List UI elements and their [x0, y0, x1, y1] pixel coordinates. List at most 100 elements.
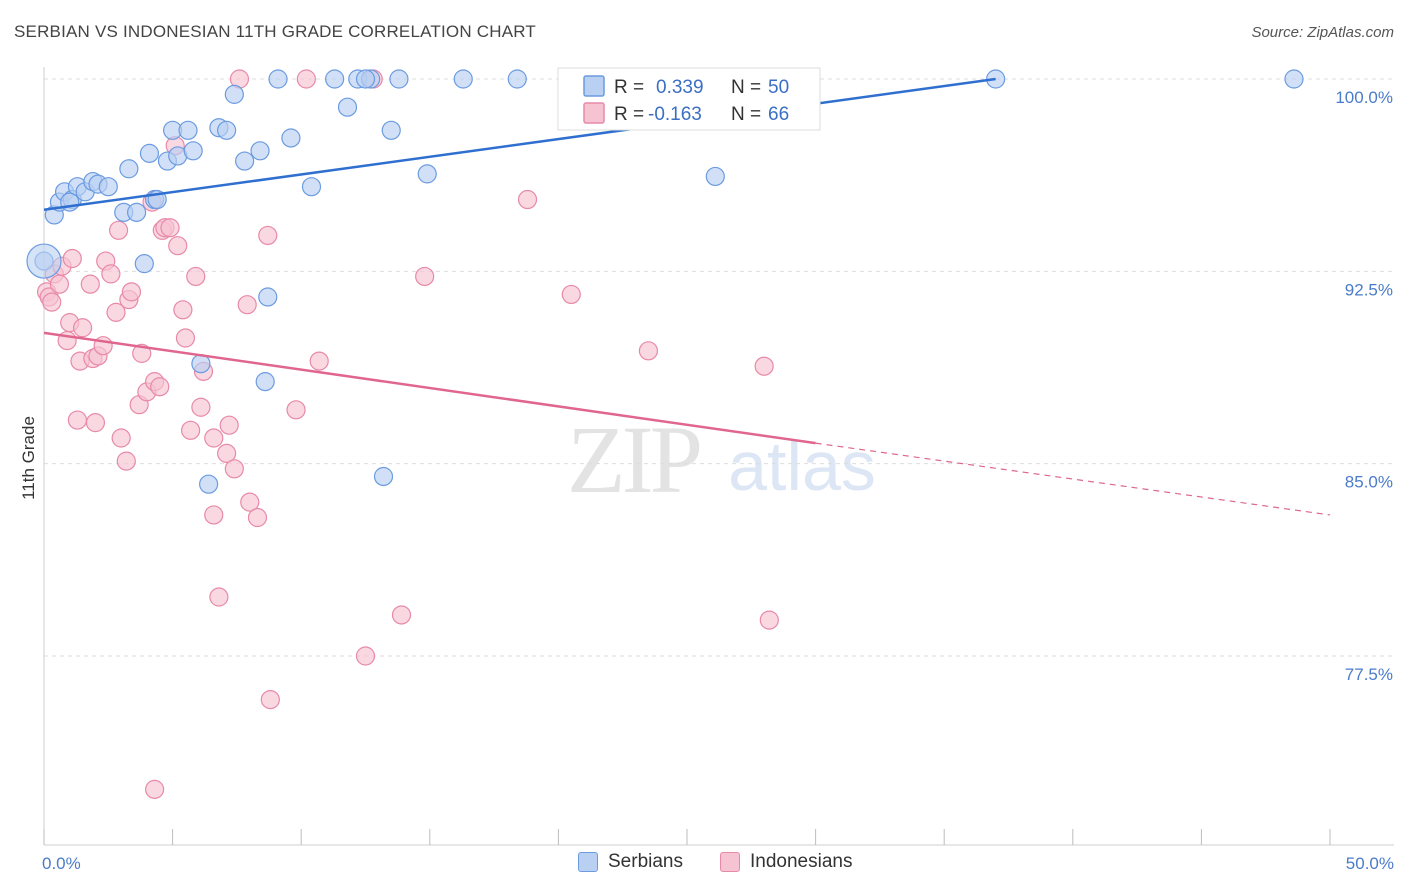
indonesian-point [204, 505, 224, 525]
indonesian-point [204, 428, 224, 448]
serbian-point [281, 128, 301, 148]
serbian-point [355, 69, 376, 89]
serbian-point [183, 141, 203, 161]
serbian-point [507, 69, 527, 89]
serbian-point [126, 202, 147, 222]
serbian-point [255, 372, 275, 392]
indonesian-point [309, 351, 329, 371]
serbian-point [139, 143, 160, 163]
serbians-legend-label: Serbians [608, 851, 683, 872]
serbian-point [98, 177, 118, 197]
serbian-point [381, 120, 401, 140]
indonesians-swatch [720, 852, 740, 872]
legend-n-value-indonesians: 66 [768, 104, 789, 125]
indonesian-point [168, 236, 188, 256]
indonesian-point [217, 443, 237, 464]
indonesian-point [144, 779, 165, 799]
serbian-point [134, 254, 154, 274]
indonesian-point [175, 328, 196, 348]
bottom-legend: Serbians Indonesians [0, 851, 1406, 879]
indonesian-point [561, 284, 581, 305]
serbian-trend-line [43, 77, 996, 212]
indonesian-point [260, 689, 280, 710]
serbian-point [325, 69, 345, 89]
indonesian-point [101, 264, 121, 284]
serbian-cluster-point [26, 243, 62, 279]
indonesian-point [258, 225, 278, 246]
serbian-point [1284, 69, 1304, 89]
y-tick-label: 77.5% [1345, 665, 1393, 684]
indonesian-point [106, 302, 126, 322]
watermark-zip: ZIP [567, 406, 700, 513]
axis-layer: 100.0% 92.5% 85.0% 77.5% 0.0% 50.0% [42, 67, 1394, 873]
indonesian-point [391, 605, 412, 625]
legend-n-label-serbians: N = [731, 77, 761, 98]
y-tick-label: 92.5% [1345, 280, 1393, 299]
indonesian-point [108, 220, 129, 240]
serbian-point [119, 159, 139, 179]
serbian-point [373, 466, 394, 487]
legend-n-value-serbians: 50 [768, 77, 789, 98]
indonesian-point [111, 428, 131, 448]
serbian-point [217, 120, 237, 140]
legend-swatch-indonesians [583, 102, 605, 124]
indonesian-point [62, 248, 82, 269]
legend-r-label-serbians: R = [614, 77, 644, 98]
indonesian-point [42, 292, 62, 312]
chart-title: SERBIAN VS INDONESIAN 11TH GRADE CORRELA… [14, 22, 536, 41]
serbian-point [389, 69, 409, 89]
indonesian-point [72, 318, 93, 338]
indonesian-point [754, 356, 774, 376]
serbian-point [178, 120, 198, 140]
indonesian-point [191, 397, 211, 417]
bottom-legend-indonesians: Indonesians [720, 851, 852, 873]
serbian-point [224, 84, 244, 104]
indonesian-point [181, 420, 201, 440]
serbian-point [268, 69, 288, 89]
indonesian-point [759, 610, 779, 630]
indonesian-point [49, 274, 70, 294]
serbian-point [60, 192, 80, 212]
indonesian-point [286, 400, 306, 420]
serbian-point [235, 151, 255, 171]
indonesian-point [296, 69, 316, 89]
legend-swatch-serbians [583, 75, 605, 97]
indonesian-point [224, 459, 244, 479]
indonesian-point [355, 646, 376, 666]
points-layer [26, 69, 1304, 799]
bottom-legend-serbians: Serbians [578, 851, 683, 873]
indonesian-point [85, 413, 106, 433]
indonesian-point [415, 266, 435, 287]
y-tick-label: 85.0% [1345, 473, 1393, 492]
trend-layer [43, 77, 1331, 516]
indonesian-point [517, 189, 538, 210]
indonesian-point [80, 274, 100, 294]
y-axis-label: 11th Grade [19, 416, 38, 500]
indonesian-point [240, 492, 260, 512]
serbian-point [417, 164, 437, 184]
indonesians-legend-label: Indonesians [750, 851, 853, 872]
source-label: Source: ZipAtlas.com [1251, 24, 1394, 41]
y-tick-label: 100.0% [1335, 88, 1393, 107]
indonesian-point [67, 410, 88, 430]
indonesian-point [237, 295, 257, 315]
indonesian-point [209, 587, 229, 607]
legend-r-label-indonesians: R = [614, 104, 644, 125]
indonesian-point [132, 343, 152, 363]
serbians-swatch [578, 852, 598, 872]
indonesian-point [186, 266, 206, 287]
indonesian-point [150, 377, 170, 397]
serbian-point [250, 141, 270, 161]
indonesian-point [160, 218, 180, 238]
legend-r-value-indonesians: -0.163 [648, 104, 702, 125]
serbian-point [258, 287, 278, 307]
serbian-point [337, 97, 358, 117]
serbian-point [199, 474, 219, 494]
x-tick-label-max: 50.0% [1346, 854, 1394, 873]
indonesian-point [173, 300, 193, 320]
serbian-point [453, 69, 473, 89]
x-tick-label-min: 0.0% [42, 854, 81, 873]
serbian-point [301, 177, 322, 197]
indonesian-trend-line [43, 331, 816, 445]
